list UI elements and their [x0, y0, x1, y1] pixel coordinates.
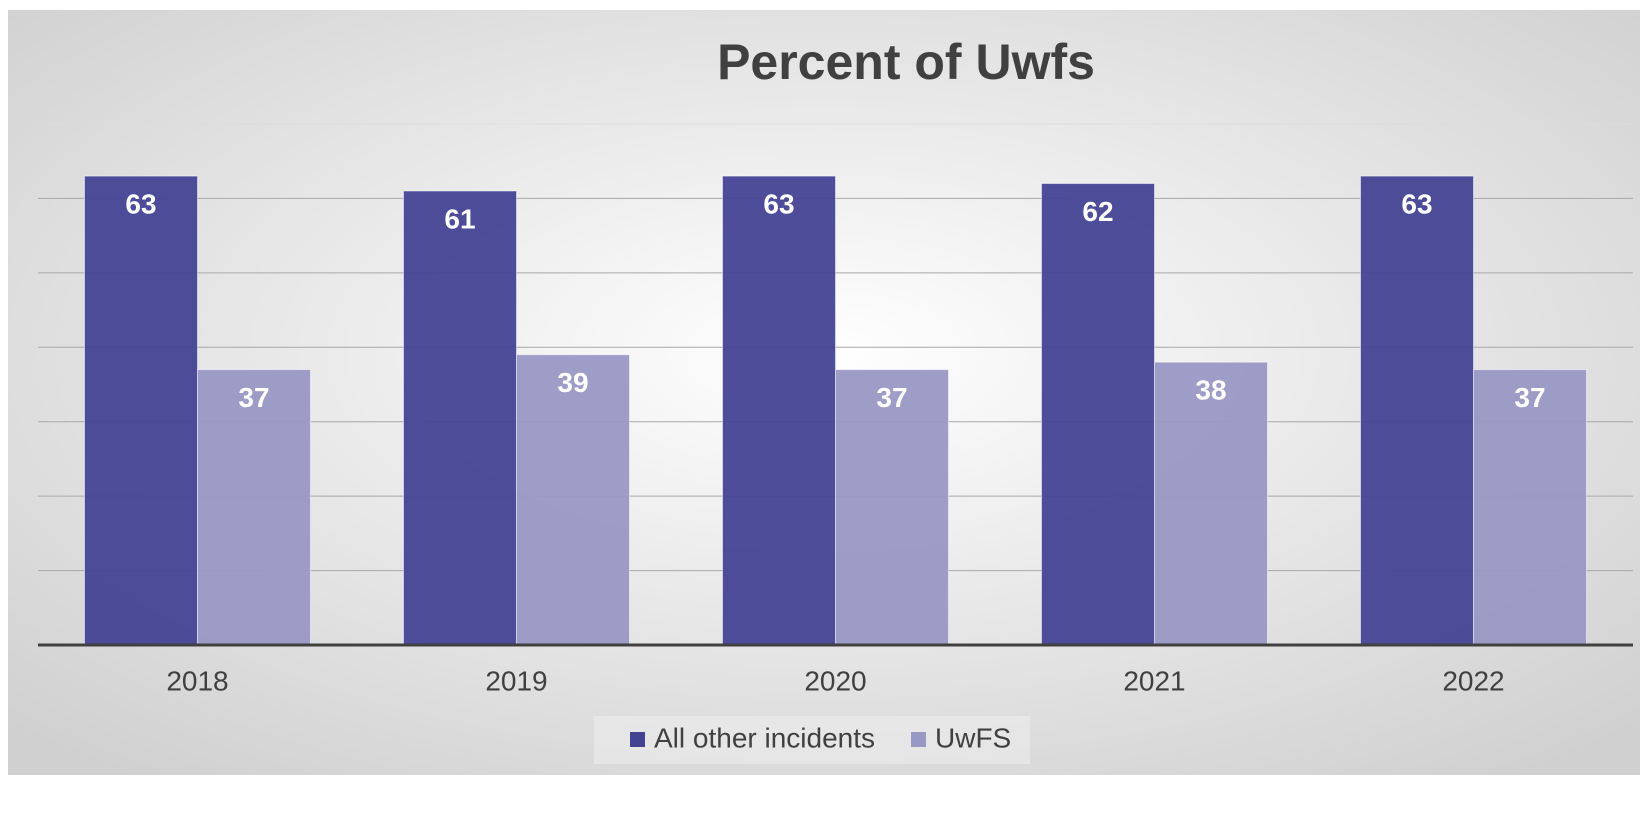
chart-title: Percent of Uwfs	[717, 34, 1095, 90]
bar	[1041, 183, 1155, 646]
x-tick-label: 2022	[1442, 665, 1504, 696]
bar	[84, 175, 198, 646]
data-label: 37	[1514, 382, 1545, 413]
legend-label: All other incidents	[654, 722, 875, 753]
x-tick-label: 2020	[804, 665, 866, 696]
data-label: 37	[876, 382, 907, 413]
data-label: 37	[238, 382, 269, 413]
x-tick-label: 2021	[1123, 665, 1185, 696]
legend-swatch	[630, 732, 645, 747]
data-label: 38	[1195, 375, 1226, 406]
bar	[197, 369, 311, 646]
x-tick-label: 2019	[485, 665, 547, 696]
data-label: 39	[557, 367, 588, 398]
data-label: 63	[1401, 188, 1432, 219]
bar	[835, 369, 949, 646]
bar	[1473, 369, 1587, 646]
data-label: 63	[125, 188, 156, 219]
legend-background	[594, 716, 1030, 764]
bar	[516, 354, 630, 646]
legend-label: UwFS	[935, 722, 1011, 753]
data-label: 62	[1082, 196, 1113, 227]
bar	[722, 175, 836, 646]
x-tick-label: 2018	[166, 665, 228, 696]
data-label: 63	[763, 188, 794, 219]
bar	[403, 190, 517, 646]
legend-swatch	[911, 732, 927, 747]
bar	[1360, 175, 1474, 646]
data-label: 61	[444, 203, 475, 234]
